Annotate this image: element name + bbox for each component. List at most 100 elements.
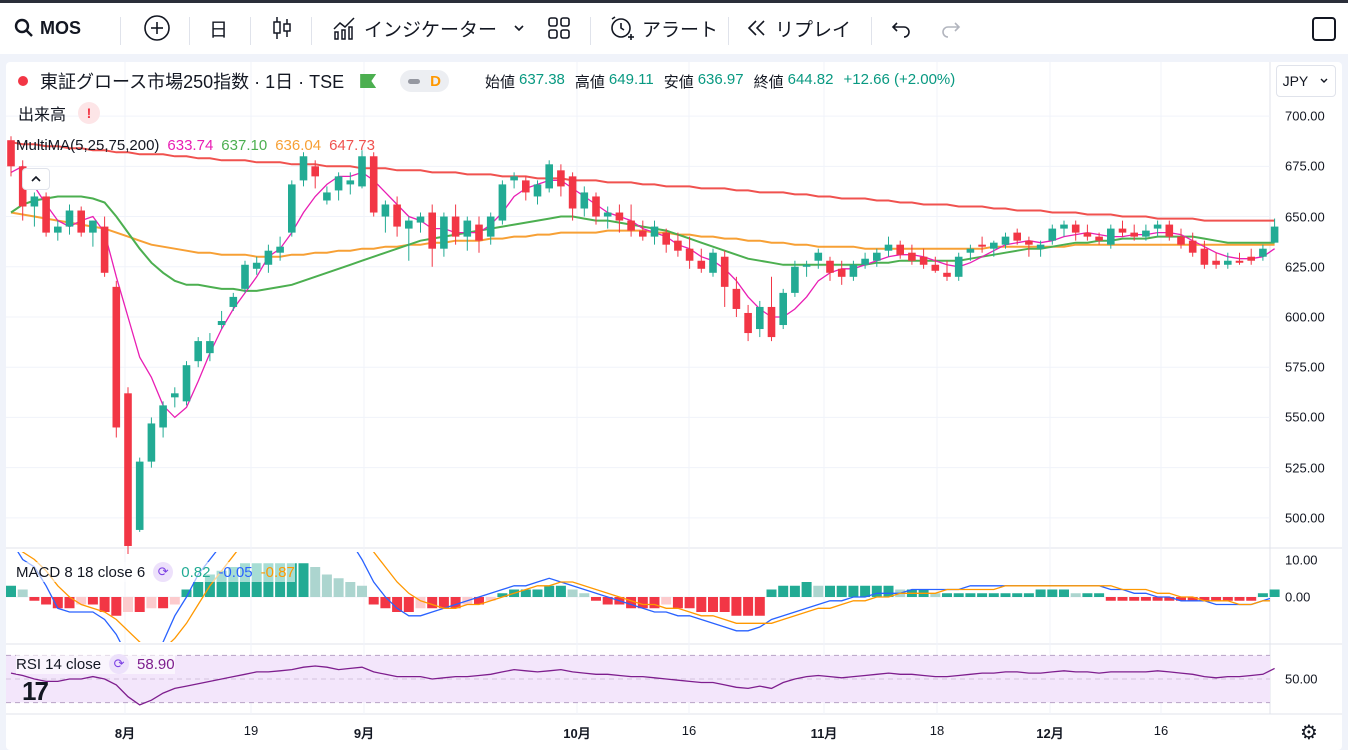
macd-hist-bar — [380, 597, 391, 609]
candle-body — [54, 226, 62, 233]
candle-body — [405, 220, 413, 229]
candle-body — [30, 196, 39, 207]
refresh-icon[interactable]: ⟳ — [153, 562, 174, 582]
low-value: 636.97 — [697, 70, 744, 88]
candle-body — [206, 341, 214, 354]
candle-body — [381, 204, 390, 217]
divider — [728, 17, 729, 45]
grid-icon — [548, 17, 570, 39]
candle-body — [990, 242, 998, 249]
candle-body — [1025, 240, 1033, 245]
candle-body — [580, 192, 589, 209]
macd-hist-bar — [1023, 593, 1034, 597]
collapse-legend-button[interactable] — [22, 168, 50, 190]
price-tick-label: 550.00 — [1285, 409, 1325, 425]
macd-hist-bar — [1105, 597, 1116, 601]
low-label: 安値 — [663, 73, 694, 91]
indicators-dropdown[interactable] — [512, 6, 526, 50]
toggle-bar-icon — [408, 78, 421, 84]
layout-templates-button[interactable] — [547, 6, 571, 50]
candle-body — [440, 216, 448, 249]
flag-icon[interactable] — [360, 74, 377, 88]
candle-body — [358, 156, 366, 187]
undo-icon — [891, 22, 910, 38]
candle-body — [545, 164, 553, 189]
candle-body — [393, 204, 401, 227]
undo-button[interactable] — [890, 6, 912, 50]
replay-button[interactable]: リプレイ — [745, 6, 851, 50]
macd-hist-bar — [813, 585, 824, 597]
candle-body — [557, 170, 565, 187]
settings-gear-icon[interactable]: ⚙ — [1300, 722, 1318, 744]
redo-button[interactable] — [940, 6, 962, 50]
symbol-title: 東証グロース市場250指数 · 1日 · TSE — [40, 72, 345, 92]
macd-hist-bar — [825, 585, 835, 597]
candle-body — [416, 216, 425, 223]
indicators-label: インジケーター — [364, 19, 498, 41]
ma200-value: 647.73 — [329, 137, 375, 154]
candle-body — [334, 176, 343, 191]
macd-hist-bar — [146, 597, 157, 609]
candle-body — [1200, 248, 1209, 265]
time-tick-label: 19 — [243, 723, 259, 738]
chart-type-button[interactable] — [271, 6, 293, 50]
time-tick-label: 18 — [929, 723, 945, 738]
candles-icon — [273, 17, 291, 39]
price-tick-label: 575.00 — [1285, 359, 1325, 375]
volume-legend[interactable]: 出来高 ! — [18, 101, 101, 125]
candle-body — [288, 184, 296, 233]
macd-label: MACD 8 18 close 6 — [16, 563, 146, 581]
multima-legend[interactable]: MultiMA(5,25,75,200) 633.74 637.10 636.0… — [16, 137, 375, 154]
redo-icon — [942, 22, 961, 38]
refresh-icon[interactable]: ⟳ — [109, 654, 130, 674]
candle-body — [954, 256, 963, 277]
macd-line-value: -0.05 — [218, 563, 253, 581]
macd-hist-bar — [1257, 593, 1268, 597]
time-tick-label: 11月 — [810, 726, 838, 741]
candle-body — [276, 246, 284, 253]
top-toolbar: MOS 日 インジケーター アラート リプレイ — [0, 0, 1348, 54]
candle-body — [1247, 256, 1255, 261]
alert-button[interactable]: アラート — [608, 6, 718, 50]
macd-hist-bar — [41, 597, 52, 605]
multima-label: MultiMA(5,25,75,200) — [16, 137, 160, 154]
macd-hist-bar — [1269, 589, 1280, 597]
chevron-down-icon — [514, 25, 524, 32]
candle-body — [1224, 260, 1232, 265]
compare-button[interactable] — [143, 6, 171, 50]
chart-area[interactable] — [6, 62, 1342, 750]
candle-body — [135, 461, 144, 530]
candle-body — [510, 176, 518, 181]
candle-body — [7, 140, 15, 167]
candle-body — [89, 220, 97, 233]
interval-button[interactable]: 日 — [209, 6, 228, 50]
symbol-search[interactable]: MOS — [14, 6, 81, 50]
macd-hist-bar — [836, 585, 847, 597]
macd-hist-bar — [661, 597, 672, 605]
macd-hist-bar — [801, 582, 812, 597]
warning-icon[interactable]: ! — [78, 102, 101, 124]
chart-canvas[interactable] — [6, 62, 1342, 750]
candle-body — [697, 260, 706, 269]
currency-button[interactable]: JPY — [1276, 65, 1336, 97]
tradingview-logo[interactable]: 17 — [22, 676, 49, 706]
candle-body — [1095, 236, 1103, 241]
ma75-value: 636.04 — [275, 137, 322, 154]
macd-hist-bar — [1047, 589, 1058, 597]
candle-body — [1235, 260, 1244, 263]
data-mode-toggle[interactable]: D — [400, 70, 449, 92]
candle-body — [1013, 232, 1021, 241]
candle-body — [217, 321, 226, 326]
high-value: 649.11 — [608, 70, 654, 88]
macd-hist-bar — [333, 578, 344, 597]
macd-hist-bar — [988, 593, 999, 597]
rsi-legend[interactable]: RSI 14 close ⟳ 58.90 — [16, 654, 175, 674]
layout-select-button[interactable] — [1312, 17, 1336, 41]
macd-hist-bar — [1164, 597, 1175, 601]
macd-hist-bar — [544, 585, 555, 597]
macd-hist-bar — [626, 597, 637, 609]
candle-body — [264, 250, 273, 265]
indicators-button[interactable]: インジケーター — [332, 6, 497, 50]
replay-label: リプレイ — [775, 19, 852, 41]
macd-legend[interactable]: MACD 8 18 close 6 ⟳ 0.82 -0.05 -0.87 — [16, 562, 295, 582]
